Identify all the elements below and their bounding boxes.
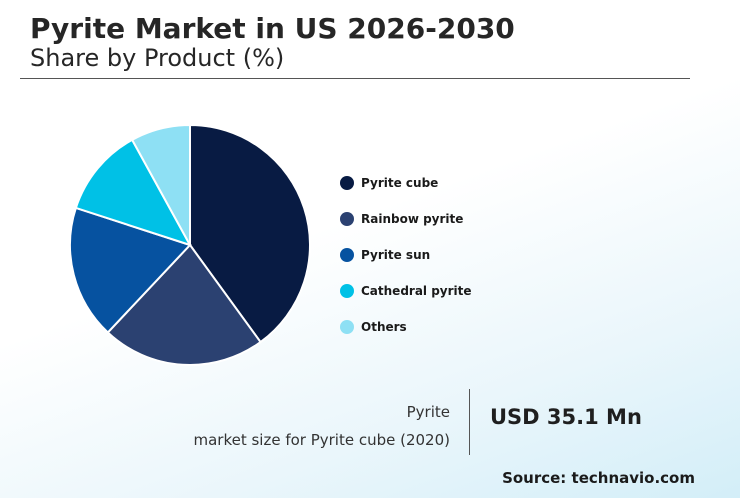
- legend-label: Pyrite cube: [361, 176, 439, 190]
- stat-divider: [469, 389, 470, 455]
- title-divider: [20, 78, 690, 79]
- legend-swatch: [340, 176, 354, 190]
- pie-chart: [69, 123, 311, 366]
- chart-subtitle: Share by Product (%): [30, 44, 285, 72]
- legend-item-pyrite-cube: Pyrite cube: [340, 172, 472, 208]
- stat-line-1: Pyrite: [406, 403, 450, 421]
- legend-label: Rainbow pyrite: [361, 212, 464, 226]
- legend-item-pyrite-sun: Pyrite sun: [340, 244, 472, 280]
- legend-swatch: [340, 320, 354, 334]
- legend-swatch: [340, 284, 354, 298]
- pie-slice-rainbow-pyrite: [106, 243, 262, 366]
- stat-line-2: market size for Pyrite cube (2020): [193, 431, 450, 449]
- pie-slice-others: [130, 123, 191, 246]
- legend-label: Others: [361, 320, 407, 334]
- legend-swatch: [340, 248, 354, 262]
- legend-label: Pyrite sun: [361, 248, 431, 262]
- legend-label: Cathedral pyrite: [361, 284, 472, 298]
- source-credit: Source: technavio.com: [502, 469, 695, 487]
- legend-swatch: [340, 212, 354, 226]
- pie-slice-pyrite-sun: [69, 206, 192, 334]
- legend-item-cathedral-pyrite: Cathedral pyrite: [340, 280, 472, 316]
- pie-slice-pyrite-cube: [189, 123, 311, 344]
- pie-slice-cathedral-pyrite: [74, 138, 193, 247]
- chart-title: Pyrite Market in US 2026-2030: [30, 12, 515, 45]
- legend-item-rainbow-pyrite: Rainbow pyrite: [340, 208, 472, 244]
- legend-item-others: Others: [340, 316, 472, 352]
- chart-legend: Pyrite cube Rainbow pyrite Pyrite sun Cathe…: [340, 172, 472, 352]
- stat-description: Pyrite market size for Pyrite cube (2020…: [193, 398, 450, 454]
- stat-value: USD 35.1 Mn: [490, 405, 642, 429]
